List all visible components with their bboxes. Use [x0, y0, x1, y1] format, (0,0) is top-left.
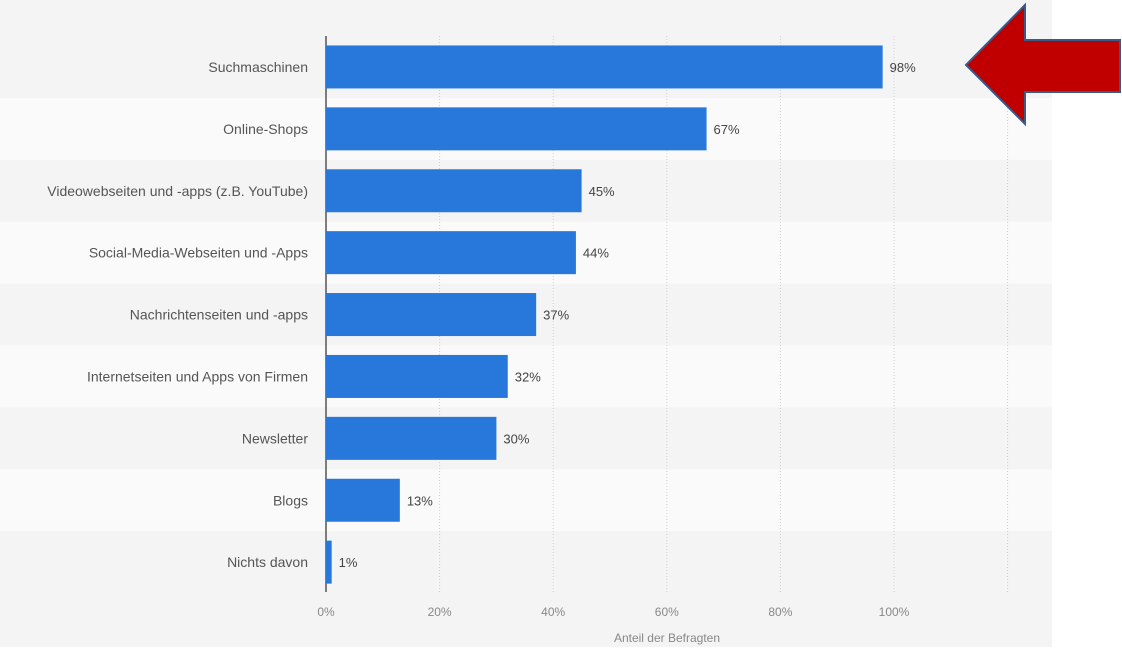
value-label: 67%	[714, 122, 740, 137]
bar	[326, 107, 707, 151]
value-label: 1%	[339, 555, 358, 570]
value-label: 45%	[589, 184, 615, 199]
x-axis-label: Anteil der Befragten	[614, 631, 720, 645]
value-label: 37%	[543, 308, 569, 323]
value-label: 13%	[407, 493, 433, 508]
bar	[326, 293, 537, 337]
bar	[326, 416, 497, 460]
category-label: Social-Media-Webseiten und -Apps	[89, 245, 308, 261]
red-arrow-annotation	[964, 2, 1121, 127]
x-tick-labels: 0% 20% 40% 60% 80% 100%	[317, 605, 909, 619]
category-label: Suchmaschinen	[208, 59, 308, 75]
bar	[326, 540, 332, 584]
bar	[326, 478, 400, 522]
x-tick-label: 80%	[768, 605, 792, 619]
x-tick-label: 60%	[655, 605, 679, 619]
x-tick-label: 20%	[428, 605, 452, 619]
category-label: Internetseiten und Apps von Firmen	[87, 368, 308, 384]
x-tick-label: 40%	[541, 605, 565, 619]
category-label: Videowebseiten und -apps (z.B. YouTube)	[47, 183, 308, 199]
bar	[326, 45, 883, 89]
category-label: Online-Shops	[223, 121, 308, 137]
category-label: Nachrichtenseiten und -apps	[130, 307, 308, 323]
bar	[326, 169, 582, 213]
x-tick-label: 100%	[879, 605, 910, 619]
category-labels: Suchmaschinen Online-Shops Videowebseiten …	[47, 59, 308, 570]
value-labels: 98% 67% 45% 44% 37% 32% 30% 13% 1%	[339, 60, 916, 570]
value-label: 30%	[503, 431, 529, 446]
row-band	[0, 469, 1052, 532]
category-label: Blogs	[273, 492, 308, 508]
bars	[326, 45, 883, 584]
category-label: Nichts davon	[227, 554, 308, 570]
value-label: 44%	[583, 246, 609, 261]
row-band	[0, 345, 1052, 408]
value-label: 32%	[515, 369, 541, 384]
category-label: Newsletter	[242, 430, 308, 446]
value-label: 98%	[890, 60, 916, 75]
x-tick-label: 0%	[317, 605, 335, 619]
bar	[326, 354, 508, 398]
bar	[326, 231, 576, 275]
